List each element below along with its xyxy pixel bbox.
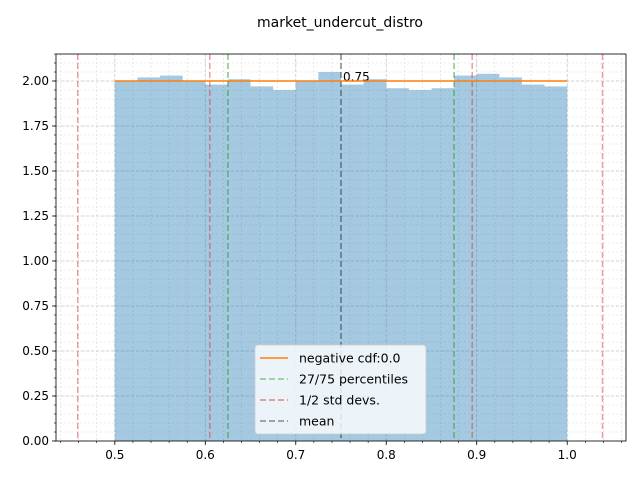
- y-tick-label: 2.00: [22, 74, 49, 88]
- y-tick-label: 0.50: [22, 344, 49, 358]
- histogram-bar: [137, 77, 161, 442]
- y-tick-label: 1.00: [22, 254, 49, 268]
- legend-label: negative cdf:0.0: [299, 351, 401, 366]
- x-tick-label: 0.7: [286, 448, 305, 462]
- y-tick-label: 1.75: [22, 119, 49, 133]
- histogram-bar: [205, 84, 228, 441]
- histogram-bar: [544, 86, 568, 442]
- x-tick-label: 0.5: [105, 448, 124, 462]
- y-tick-label: 0.75: [22, 299, 49, 313]
- plot-frame: [55, 53, 627, 442]
- y-tick-label: 1.50: [22, 164, 49, 178]
- histogram-bar: [476, 73, 500, 442]
- legend-box: [254, 344, 427, 435]
- y-tick-label: 1.25: [22, 209, 49, 223]
- histogram-bar: [499, 77, 522, 442]
- y-tick-label: 0.00: [22, 434, 49, 448]
- chart-title: market_undercut_distro: [257, 15, 423, 31]
- x-tick-label: 0.6: [196, 448, 215, 462]
- histogram-bar: [160, 75, 183, 441]
- legend-label: mean: [299, 414, 334, 429]
- histogram-bar: [227, 79, 251, 441]
- histogram-bar: [114, 81, 138, 441]
- histogram-bar: [182, 81, 206, 441]
- mean-label: 0.75: [343, 70, 370, 84]
- y-tick-label: 0.25: [22, 389, 49, 403]
- x-tick-label: 1.0: [558, 448, 577, 462]
- histogram-bar: [431, 88, 455, 441]
- x-tick-label: 0.9: [467, 448, 486, 462]
- x-tick-label: 0.8: [377, 448, 396, 462]
- histogram-bar: [454, 75, 477, 441]
- histogram-bar: [521, 84, 545, 441]
- legend-label: 1/2 std devs.: [299, 393, 380, 408]
- legend-label: 27/75 percentiles: [299, 372, 408, 387]
